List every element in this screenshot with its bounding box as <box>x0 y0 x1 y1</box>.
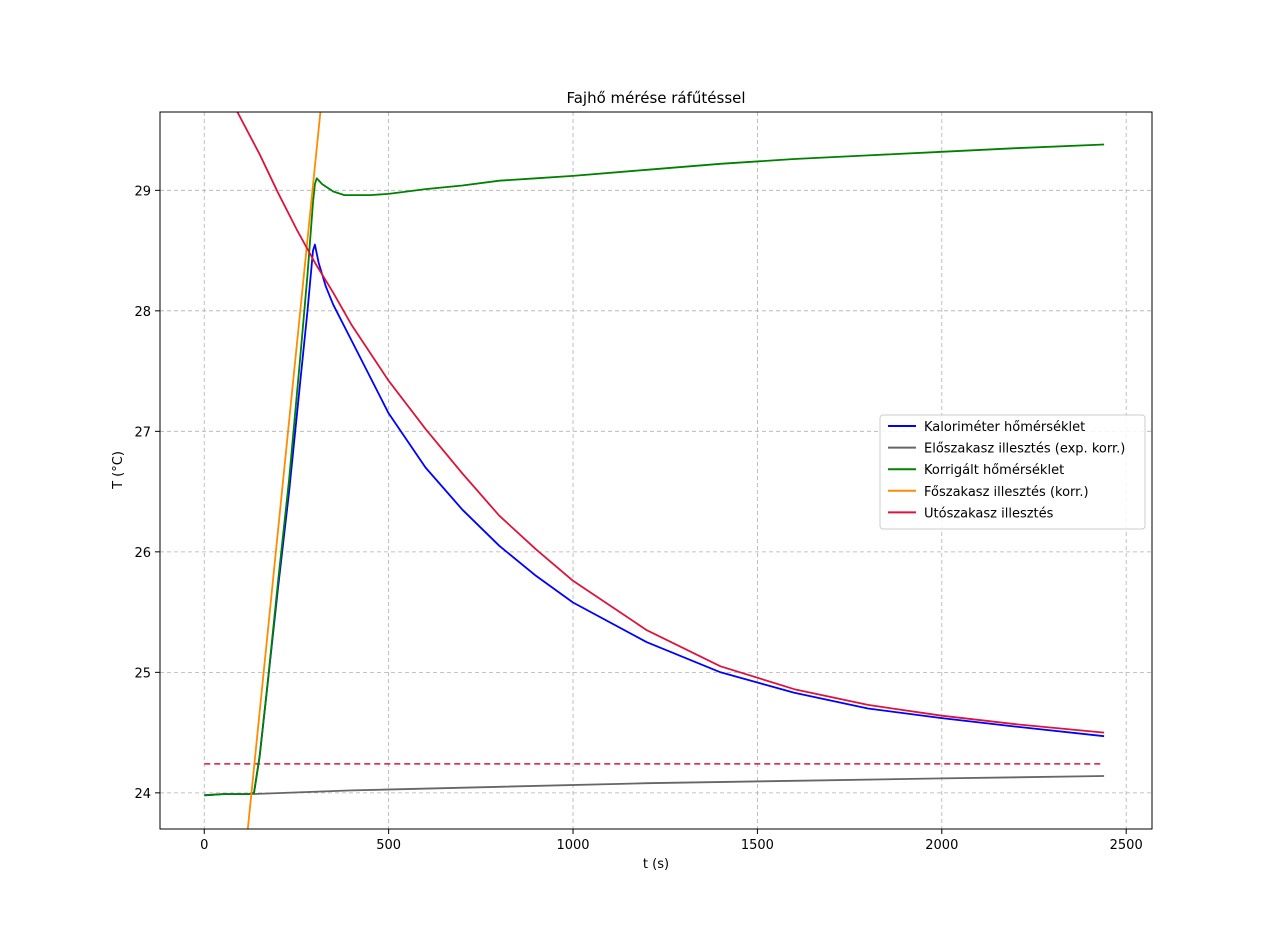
x-tick-label: 1000 <box>556 838 589 853</box>
legend-box <box>879 414 1146 530</box>
series-line-foszakasz-illesztes-korr <box>246 112 322 829</box>
series-line-korrigalt-homerseklet <box>204 143 1105 797</box>
legend-entry-kalorimeter-homerseklet: Kaloriméter hőmérséklet <box>924 420 1085 435</box>
x-axis-label: t (s) <box>643 857 669 872</box>
x-tick-label: 0 <box>200 838 208 853</box>
x-tick-label: 1500 <box>741 838 774 853</box>
x-tick-label: 2000 <box>925 838 958 853</box>
y-tick-label: 27 <box>134 425 151 440</box>
y-tick-label: 28 <box>134 305 151 320</box>
y-tick-label: 25 <box>134 666 151 681</box>
y-tick-label: 29 <box>134 184 151 199</box>
plot-frame <box>159 111 1153 830</box>
legend-entry-korrigalt-homerseklet: Korrigált hőmérséklet <box>924 463 1064 478</box>
chart-title: Fajhő mérése ráfűtéssel <box>566 89 745 107</box>
legend-entry-utoszakasz-illesztes: Utószakasz illesztés <box>924 506 1054 521</box>
legend: Kaloriméter hőmérséklet Előszakasz illesz… <box>879 414 1146 530</box>
tick-layer: 0 500 1000 1500 2000 2500 24 25 26 27 28 29 <box>134 184 1142 853</box>
legend-entry-foszakasz-illesztes-korr: Főszakasz illesztés (korr.) <box>924 485 1089 500</box>
series-line-utoszakasz-illesztes <box>236 112 1105 734</box>
y-axis-label: T (°C) <box>111 451 126 490</box>
x-tick-label: 2500 <box>1110 838 1143 853</box>
y-tick-label: 24 <box>134 787 151 802</box>
series-layer <box>204 112 1105 829</box>
y-tick-label: 26 <box>134 546 151 561</box>
series-line-eloszakasz-illesztes-exp-korr <box>250 775 1105 795</box>
legend-entry-eloszakasz-illesztes-exp-korr: Előszakasz illesztés (exp. korr.) <box>924 442 1125 457</box>
x-tick-label: 500 <box>376 838 401 853</box>
